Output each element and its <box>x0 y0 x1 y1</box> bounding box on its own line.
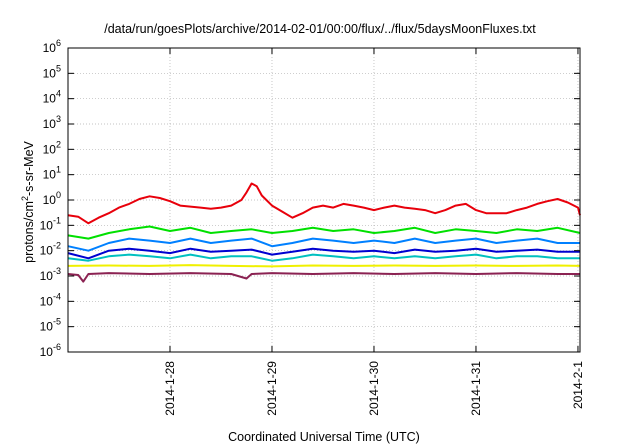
y-tick-label: 10-5 <box>40 317 61 334</box>
y-tick-label: 10-1 <box>40 215 61 232</box>
y-tick-label: 10-2 <box>40 241 61 258</box>
y-tick-label: 105 <box>43 63 61 80</box>
chart-title: /data/run/goesPlots/archive/2014-02-01/0… <box>104 22 536 36</box>
x-axis-label: Coordinated Universal Time (UTC) <box>228 430 420 444</box>
y-tick-label: 10-3 <box>40 266 61 283</box>
x-tick-label: 2014-1-31 <box>469 361 483 416</box>
series-line-7 <box>67 272 580 283</box>
x-tick-label: 2014-1-28 <box>163 361 177 416</box>
series-line-5 <box>67 253 580 262</box>
y-axis-label-part2: -s-sr-MeV <box>22 141 37 196</box>
series-line-1 <box>67 182 581 225</box>
y-axis-label-exponent: 2 <box>19 196 30 202</box>
series-line-3 <box>67 237 580 252</box>
y-axis-label: protons/cm2-s-sr-MeV <box>20 141 36 263</box>
y-tick-label: 100 <box>43 190 61 207</box>
y-tick-label: 101 <box>43 165 61 182</box>
x-tick-label: 2014-2-1 <box>571 361 585 409</box>
y-tick-label: 103 <box>43 114 61 131</box>
y-tick-label: 102 <box>43 139 61 156</box>
y-tick-label: 10-4 <box>40 291 61 308</box>
series-line-4 <box>67 247 580 260</box>
series-line-2 <box>67 225 581 240</box>
y-tick-label: 10-6 <box>40 342 61 359</box>
x-tick-label: 2014-1-29 <box>265 361 279 416</box>
y-tick-label: 104 <box>43 89 61 106</box>
y-tick-label: 106 <box>43 38 61 55</box>
x-tick-label: 2014-1-30 <box>367 361 381 416</box>
y-axis-label-part1: protons/cm <box>22 201 37 263</box>
series-line-6 <box>67 264 581 268</box>
